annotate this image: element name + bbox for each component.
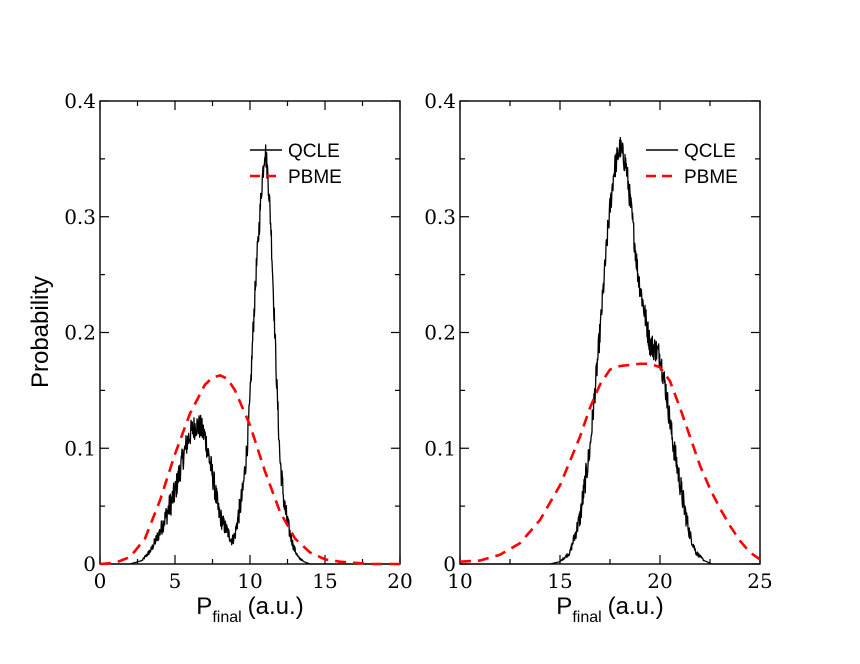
right-x-axis-label-unit: (a.u.)	[608, 593, 664, 620]
right-legend-label-qcle: QCLE	[684, 141, 736, 162]
right-legend: QCLE PBME	[646, 141, 738, 188]
left-x-tick-label: 10	[237, 569, 262, 593]
left-x-axis-label-unit: (a.u.)	[248, 593, 304, 620]
right-x-tick-label: 20	[647, 569, 672, 593]
left-legend-label-qcle: QCLE	[288, 141, 340, 162]
right-x-tick-label: 10	[447, 569, 472, 593]
left-x-tick-label: 20	[387, 569, 412, 593]
right-x-tick-label: 25	[747, 569, 772, 593]
right-y-tick-label: 0.4	[424, 89, 456, 113]
left-plot-frame	[99, 100, 401, 565]
left-x-tick-label: 15	[312, 569, 337, 593]
left-legend: QCLE PBME	[250, 141, 342, 188]
right-panel: 10 15 20 25 0 0.1 0.2 0.3 0.4 QCLE PBME Pfinal (a…	[424, 89, 773, 626]
right-legend-label-pbme: PBME	[684, 167, 738, 188]
right-y-tick-label: 0.2	[424, 321, 456, 345]
left-y-tick-label: 0.1	[64, 436, 96, 460]
left-x-axis-label: Pfinal (a.u.)	[196, 593, 303, 626]
left-series-group	[99, 144, 401, 566]
right-x-axis-label-main: P	[556, 593, 572, 620]
right-axis-ticks: 10 15 20 25 0 0.1 0.2 0.3 0.4	[424, 89, 773, 593]
left-series-pbme-line	[99, 374, 401, 566]
y-axis-label: Probability	[27, 276, 54, 388]
left-x-axis-label-main: P	[196, 593, 212, 620]
right-y-tick-label: 0.1	[424, 436, 456, 460]
left-y-tick-label: 0.3	[64, 205, 96, 229]
left-series-qcle-line	[99, 144, 401, 565]
right-x-axis-label-sub: final	[572, 609, 601, 626]
right-x-axis-label: Pfinal (a.u.)	[556, 593, 663, 626]
left-x-axis-label-sub: final	[212, 609, 241, 626]
left-panel: 0 5 10 15 20 0 0.1 0.2 0.3 0.4 QCLE PBME Probabil…	[27, 89, 413, 626]
left-x-tick-label: 0	[94, 569, 107, 593]
left-legend-label-pbme: PBME	[288, 167, 342, 188]
right-x-tick-label: 15	[547, 569, 572, 593]
left-y-tick-label: 0.2	[64, 321, 96, 345]
right-series-group	[459, 136, 761, 565]
left-y-tick-label: 0	[83, 552, 96, 576]
right-series-qcle-line	[459, 136, 761, 565]
left-x-tick-label: 5	[169, 569, 182, 593]
right-y-tick-label: 0.3	[424, 205, 456, 229]
left-y-tick-label: 0.4	[64, 89, 96, 113]
right-series-pbme-line	[459, 362, 761, 563]
right-y-tick-label: 0	[443, 552, 456, 576]
